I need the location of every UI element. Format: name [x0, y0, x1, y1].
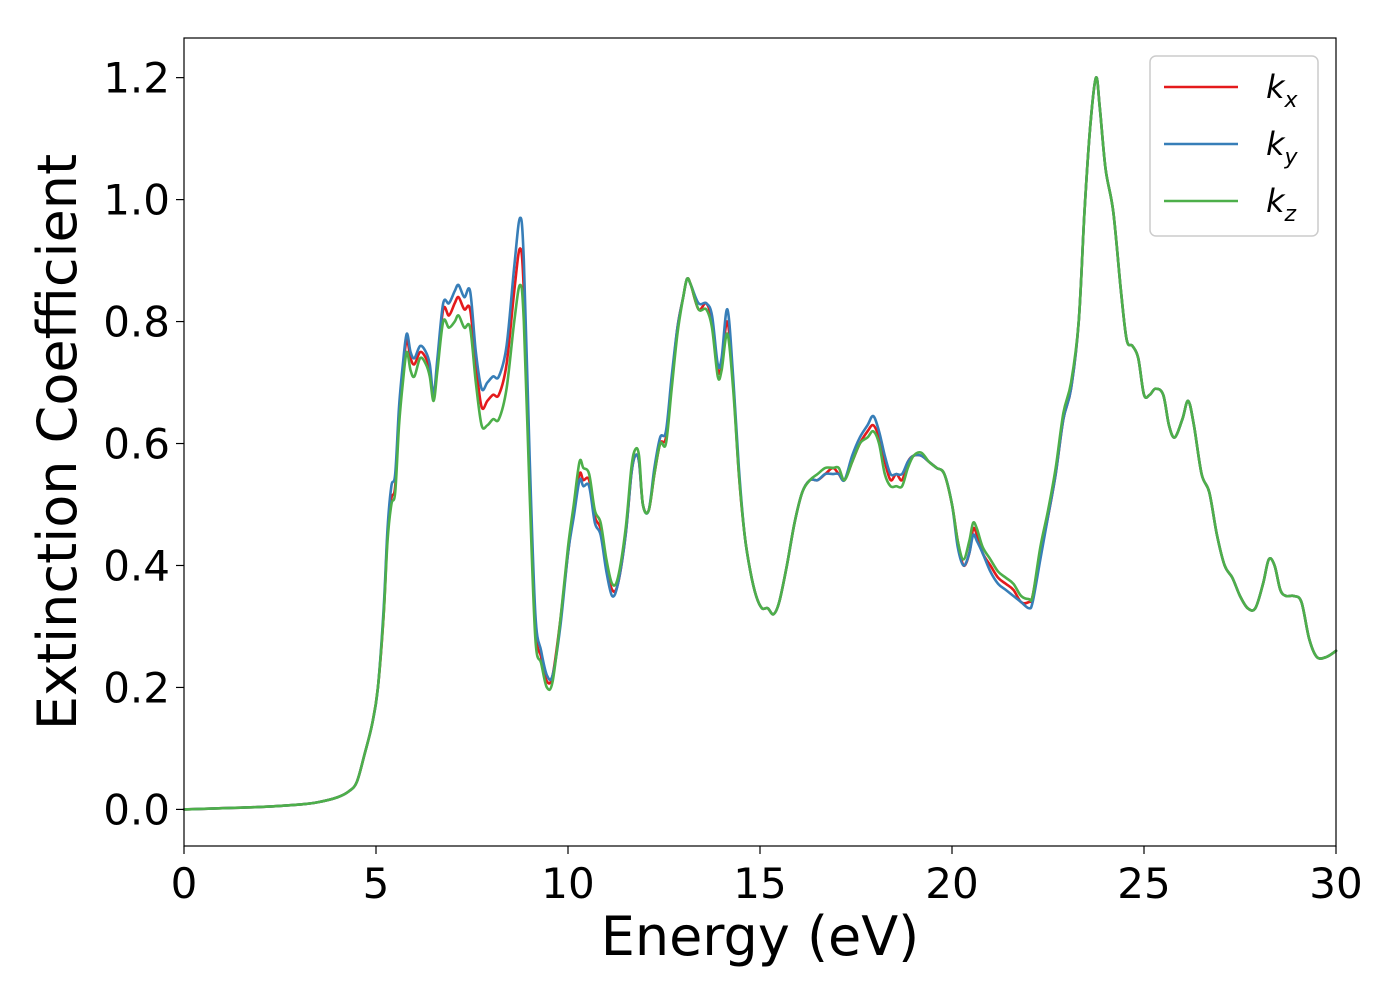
- x-tick-label: 15: [733, 859, 786, 908]
- y-tick-label: 0.8: [103, 298, 170, 347]
- x-tick-label: 0: [171, 859, 198, 908]
- y-tick-label: 1.2: [103, 54, 170, 103]
- legend-label-z: kz: [1266, 182, 1297, 227]
- x-tick-label: 25: [1117, 859, 1170, 908]
- y-axis-title: Extinction Coefficient: [26, 154, 89, 730]
- x-tick-label: 5: [363, 859, 390, 908]
- series-line-z: [182, 76, 1338, 811]
- y-tick-label: 0.4: [103, 541, 170, 590]
- legend: kx ky kz: [1149, 55, 1319, 237]
- x-axis: 0 5 10 15 20 25 30: [171, 846, 1363, 908]
- legend-label-x: kx: [1266, 68, 1299, 113]
- plot-background: [184, 38, 1336, 846]
- y-tick-label: 0.6: [103, 420, 170, 469]
- x-tick-label: 10: [541, 859, 594, 908]
- x-tick-label: 20: [925, 859, 978, 908]
- y-tick-label: 0.2: [103, 663, 170, 712]
- y-axis: 0.0 0.2 0.4 0.6 0.8 1.0 1.2: [103, 54, 184, 834]
- legend-box: [1149, 55, 1319, 237]
- x-tick-label: 30: [1309, 859, 1362, 908]
- x-axis-title: Energy (eV): [601, 905, 920, 968]
- y-tick-label: 1.0: [103, 176, 170, 225]
- series-layer: [182, 76, 1338, 811]
- y-tick-label: 0.0: [103, 785, 170, 834]
- legend-label-y: ky: [1266, 125, 1299, 170]
